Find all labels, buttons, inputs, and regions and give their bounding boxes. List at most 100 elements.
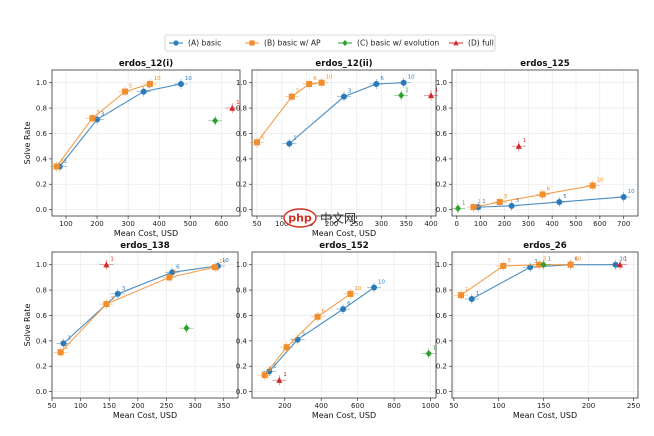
x-tick-label: 100 xyxy=(59,220,72,228)
series-basic_ap: 1 3 6 10 xyxy=(249,75,333,148)
x-tick-label: 350 xyxy=(217,402,230,410)
y-tick-label: 0.0 xyxy=(36,206,47,214)
x-tick-label: 300 xyxy=(375,220,388,228)
point-label: 3 xyxy=(296,89,299,95)
panel-3: erdos_125 0 100 200 300 400 500 600 700 0.0 0.2 0.4… xyxy=(436,59,639,228)
point-label: 10 xyxy=(597,178,604,184)
point-label: 6 xyxy=(173,269,177,275)
data-point-basic_ap xyxy=(122,88,129,95)
data-point-basic_ap xyxy=(470,204,477,211)
data-point-basic_evolution xyxy=(454,204,461,212)
y-tick-label: 0.4 xyxy=(36,155,48,163)
point-label: 3 xyxy=(516,198,519,204)
y-tick-label: 0.0 xyxy=(236,388,247,396)
point-label: 10 xyxy=(378,280,385,286)
y-tick-label: 0.8 xyxy=(436,104,447,112)
plot-frame xyxy=(251,251,437,399)
y-tick-label: 0.4 xyxy=(236,337,248,345)
series-line-basic_ap xyxy=(256,82,322,143)
watermark-cn-text: 中文网 xyxy=(320,211,356,226)
series-full: 1 xyxy=(511,138,526,152)
y-tick-label: 0.2 xyxy=(236,363,247,371)
y-tick-label: 0.4 xyxy=(36,337,48,345)
series-basic_evolution: 1 xyxy=(450,200,465,214)
series-basic: 1 3 6 10 xyxy=(282,75,415,149)
x-tick-label: 400 xyxy=(315,402,328,410)
point-label: 3 xyxy=(507,258,510,264)
y-tick-label: 1.0 xyxy=(436,79,447,87)
legend-box xyxy=(164,34,496,52)
series-line-basic_ap xyxy=(473,184,593,208)
data-point-basic xyxy=(620,193,627,200)
data-point-basic_evolution xyxy=(425,349,432,358)
x-tick-label: 150 xyxy=(103,402,116,410)
point-label: 5 xyxy=(543,257,546,263)
data-point-full xyxy=(276,376,283,383)
point-label: 10 xyxy=(628,189,635,195)
x-axis-label: Mean Cost, USD xyxy=(312,229,376,238)
x-tick-label: 100 xyxy=(275,220,288,228)
series-full: 1 xyxy=(99,257,114,270)
x-tick-label: 200 xyxy=(325,220,338,228)
point-label: 10 xyxy=(185,76,192,82)
panel-title: erdos_26 xyxy=(523,241,567,251)
series-full: 1 xyxy=(424,87,438,101)
y-axis-label: Solve Rate xyxy=(23,304,32,347)
x-tick-label: 250 xyxy=(627,402,640,410)
data-point-basic xyxy=(371,284,378,291)
x-tick-label: 50 xyxy=(253,220,262,228)
x-tick-label: 300 xyxy=(188,402,201,410)
point-label: 1 xyxy=(236,100,239,106)
x-tick-label: 500 xyxy=(569,220,582,228)
legend-marker-basic_ap xyxy=(249,40,255,46)
x-tick-label: 150 xyxy=(537,402,550,410)
point-label: 1 xyxy=(482,199,485,205)
data-point-basic_ap xyxy=(589,182,596,189)
data-point-basic_evolution xyxy=(398,91,405,99)
series-basic: 1 3 5 10 xyxy=(471,189,635,213)
point-label: 6 xyxy=(575,257,579,263)
data-point-basic xyxy=(400,79,407,86)
point-label: 1 xyxy=(67,335,70,341)
series-line-basic xyxy=(471,264,616,300)
point-label: 10 xyxy=(620,257,627,263)
y-tick-label: 0.6 xyxy=(436,312,448,320)
data-point-basic_evolution xyxy=(212,117,219,125)
point-label: 5 xyxy=(129,84,132,90)
y-tick-label: 0.8 xyxy=(236,286,247,294)
legend: (A) basic (B) basic w/ AP (C) basic w/ evo… xyxy=(164,34,496,52)
y-tick-label: 0.8 xyxy=(36,286,47,294)
data-point-basic_ap xyxy=(283,344,290,351)
point-label: 6 xyxy=(313,76,317,82)
legend-marker-basic_evolution xyxy=(342,39,348,47)
plot-frame xyxy=(51,251,239,399)
point-label: 1 xyxy=(477,199,480,205)
data-point-basic xyxy=(340,306,347,313)
series-line-basic xyxy=(288,82,404,145)
point-label: 3 xyxy=(348,89,351,95)
point-label: 1 xyxy=(523,138,526,144)
data-point-basic_ap xyxy=(261,372,268,379)
series-line-basic_ap xyxy=(60,266,216,353)
data-point-basic xyxy=(266,368,273,375)
point-label: 10 xyxy=(222,258,229,264)
series-basic_evolution: 1 xyxy=(394,87,409,101)
data-point-basic_ap xyxy=(306,80,313,87)
point-label: 6 xyxy=(380,76,384,82)
x-tick-label: 200 xyxy=(90,220,103,228)
y-tick-label: 0.6 xyxy=(36,312,48,320)
x-axis-label: Mean Cost, USD xyxy=(513,411,577,420)
point-label: 1 xyxy=(476,291,479,297)
y-tick-label: 0.2 xyxy=(436,181,447,189)
point-label: 6 xyxy=(176,264,180,270)
x-tick-label: 300 xyxy=(121,220,134,228)
y-tick-label: 0.0 xyxy=(436,206,447,214)
data-point-basic_ap xyxy=(347,290,354,297)
x-axis-label: Mean Cost, USD xyxy=(114,229,178,238)
data-point-basic_ap xyxy=(166,274,173,281)
series-line-basic_ap xyxy=(264,293,351,376)
data-point-basic_evolution xyxy=(540,261,547,269)
point-label: 1 xyxy=(61,158,64,164)
